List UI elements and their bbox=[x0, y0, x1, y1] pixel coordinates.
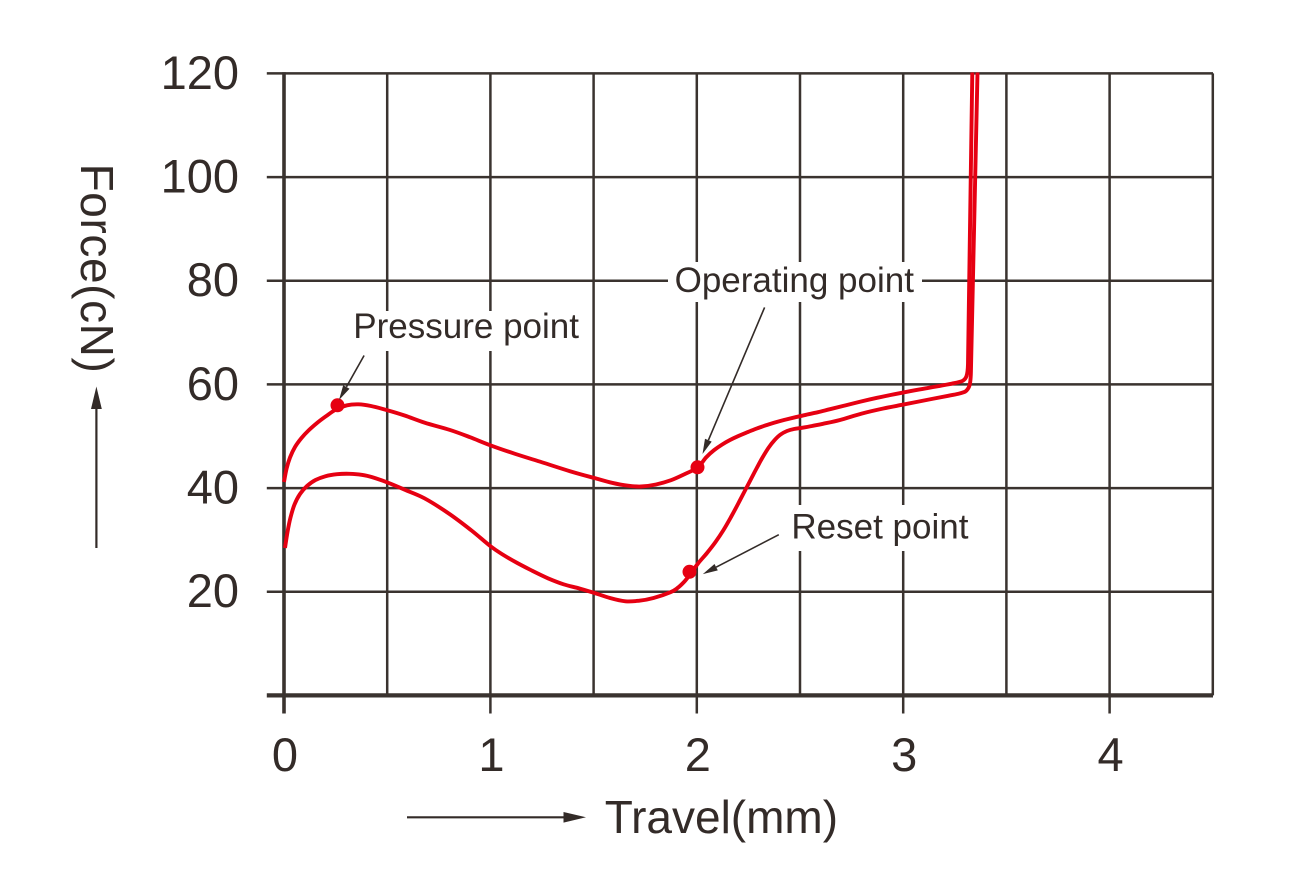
svg-text:Reset point: Reset point bbox=[791, 507, 968, 546]
svg-text:1: 1 bbox=[478, 728, 504, 781]
svg-text:Travel(mm): Travel(mm) bbox=[605, 791, 838, 843]
svg-text:120: 120 bbox=[161, 46, 239, 99]
svg-text:40: 40 bbox=[187, 461, 239, 514]
svg-text:3: 3 bbox=[891, 728, 917, 781]
svg-text:60: 60 bbox=[187, 357, 239, 410]
svg-text:Force(cN): Force(cN) bbox=[71, 164, 123, 374]
svg-text:4: 4 bbox=[1098, 728, 1124, 781]
svg-text:100: 100 bbox=[161, 150, 239, 203]
svg-text:20: 20 bbox=[187, 564, 239, 617]
svg-text:Pressure point: Pressure point bbox=[353, 307, 579, 346]
svg-text:80: 80 bbox=[187, 253, 239, 306]
svg-text:Operating point: Operating point bbox=[675, 261, 915, 300]
svg-text:0: 0 bbox=[272, 728, 298, 781]
svg-text:2: 2 bbox=[685, 728, 711, 781]
